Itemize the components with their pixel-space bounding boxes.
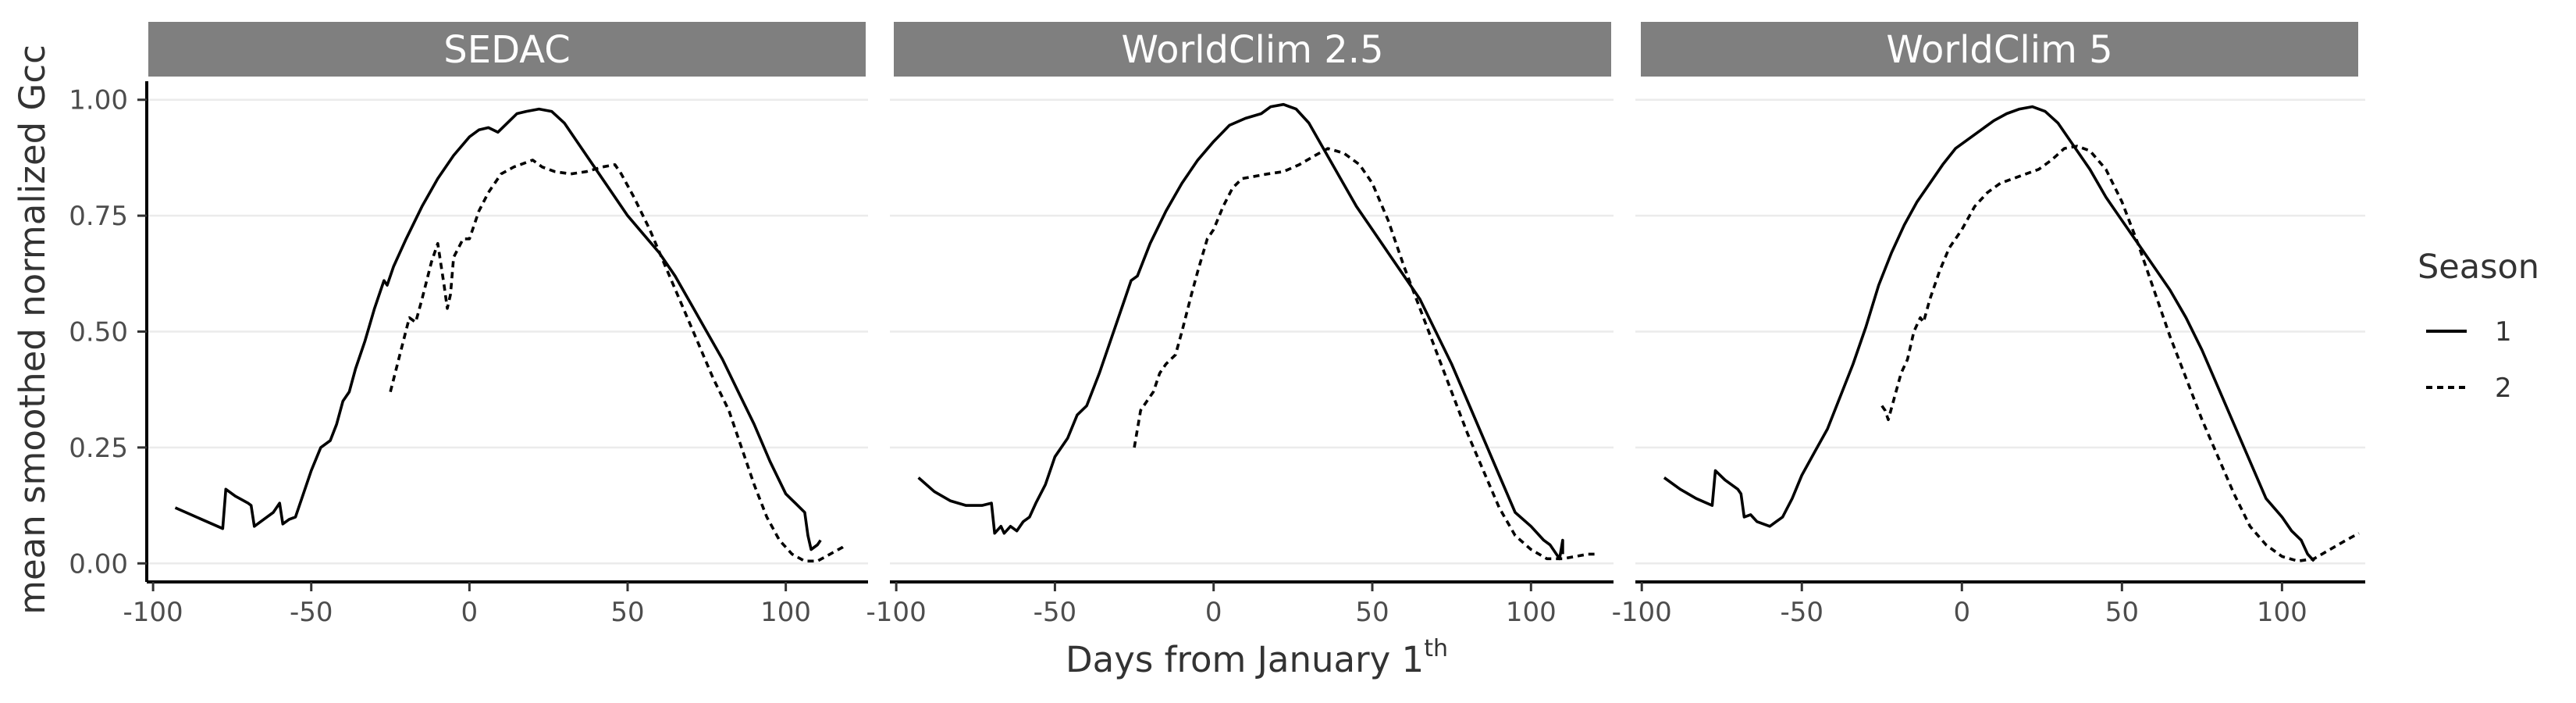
- series-line-season-2: [1880, 145, 2360, 563]
- x-tick-label: 50: [610, 597, 644, 628]
- x-tick-label: 100: [2257, 597, 2307, 628]
- series-line-season-1: [917, 102, 1564, 561]
- legend-label-season-2: 2: [2495, 373, 2512, 404]
- y-tick-label: 1.00: [69, 85, 128, 116]
- panel-1: SEDAC -100 -50 0 50 100 0.00 0.25 0.50 0.75 1.00: [69, 22, 868, 628]
- legend-label-season-1: 1: [2495, 316, 2512, 348]
- x-axis-title: Days from January 1th: [1066, 635, 1448, 680]
- y-tick-label: 0.25: [69, 433, 128, 464]
- facet-strip-label: SEDAC: [443, 28, 570, 72]
- x-tick-label: -50: [1780, 597, 1823, 628]
- x-tick-label: -50: [1034, 597, 1077, 628]
- x-tick-label: 100: [760, 597, 811, 628]
- y-tick-label: 0.00: [69, 548, 128, 580]
- x-tick-label: -100: [123, 597, 183, 628]
- x-tick-label: -50: [290, 597, 333, 628]
- x-tick-label: 0: [1953, 597, 1970, 628]
- series-line-season-2: [389, 159, 847, 563]
- legend: Season 1 2: [2418, 248, 2539, 404]
- x-tick-label: -100: [866, 597, 927, 628]
- series-line-season-2: [1133, 147, 1595, 561]
- x-tick-label: 50: [1355, 597, 1389, 628]
- y-axis-title: mean smoothed normalized Gcc: [12, 45, 53, 615]
- facet-strip-label: WorldClim 2.5: [1121, 28, 1383, 72]
- x-tick-label: 0: [461, 597, 479, 628]
- x-tick-label: 100: [1506, 597, 1557, 628]
- x-axis-title-superscript: th: [1424, 635, 1448, 662]
- x-tick-label: -100: [1612, 597, 1672, 628]
- panel-2: WorldClim 2.5 -100 -50 0 50 100: [866, 22, 1614, 628]
- facet-strip: [148, 22, 866, 77]
- y-tick-label: 0.75: [69, 201, 128, 232]
- x-tick-label: 50: [2105, 597, 2139, 628]
- legend-title: Season: [2418, 248, 2539, 287]
- y-tick-label: 0.50: [69, 317, 128, 348]
- series-line-season-1: [1663, 105, 2315, 562]
- series-line-season-1: [174, 107, 822, 551]
- facet-strip-label: WorldClim 5: [1886, 28, 2112, 72]
- x-tick-label: 0: [1205, 597, 1222, 628]
- panel-3: WorldClim 5 -100 -50 0 50 100: [1612, 22, 2365, 628]
- x-axis-title-main: Days from January 1: [1066, 639, 1424, 680]
- facet-strip: [894, 22, 1611, 77]
- facet-strip: [1641, 22, 2358, 77]
